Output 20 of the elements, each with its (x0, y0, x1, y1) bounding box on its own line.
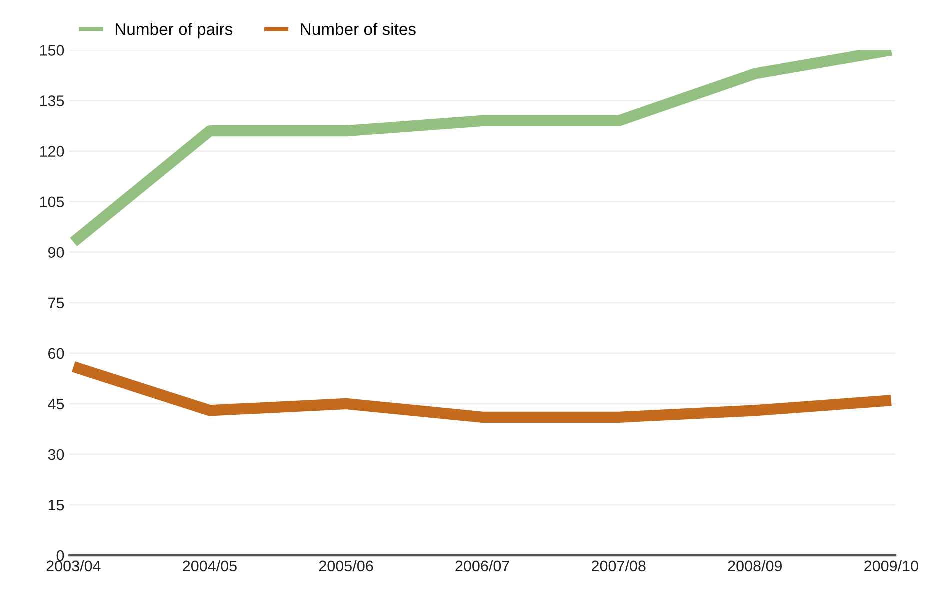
x-tick-label: 2003/04 (46, 560, 101, 572)
y-tick-label: 75 (48, 298, 64, 309)
y-tick-label: 90 (48, 247, 64, 258)
y-tick-label: 135 (40, 96, 64, 106)
legend-label: Number of sites (301, 23, 416, 36)
y-tick-label: 30 (48, 449, 64, 460)
y-tick-label: 15 (48, 500, 64, 511)
y-tick-label: 150 (40, 45, 64, 56)
x-tick-label: 2005/06 (319, 560, 374, 572)
x-tick-label: 2009/10 (864, 560, 918, 572)
y-tick-label: 45 (48, 398, 64, 410)
y-tick-label: 120 (40, 146, 64, 157)
x-tick-label: 2007/08 (592, 560, 646, 572)
y-tick-label: 105 (40, 196, 64, 208)
y-tick-label: 60 (48, 348, 64, 360)
x-tick-label: 2004/05 (183, 560, 237, 572)
x-tick-label: 2006/07 (456, 560, 510, 572)
legend-label: Number of pairs (116, 23, 233, 39)
x-tick-label: 2008/09 (728, 560, 782, 572)
y-tick-label: 0 (56, 550, 64, 562)
